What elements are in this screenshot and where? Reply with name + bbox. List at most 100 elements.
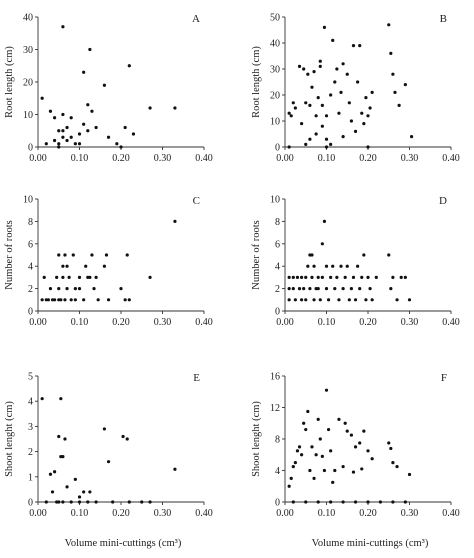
x-axis-label: Volume mini-cuttings (cm³) [312,538,429,549]
y-tick-label: 0 [275,307,280,318]
data-point [287,275,291,279]
data-point [90,253,94,257]
data-point [84,264,88,268]
data-point [324,264,329,268]
data-point [115,142,119,146]
data-point [407,472,412,477]
y-axis-label: Shoot lenght (cm) [4,401,15,477]
data-point [364,96,368,100]
data-point [57,129,61,133]
data-point [308,103,312,107]
data-point [82,70,86,74]
data-point [304,275,308,279]
chart-panel-f: 0 4 8 12 16 0.00 0.10 0.20 0.30 0.40 Shoot lenght … [251,372,460,550]
data-point [61,135,65,139]
data-point [77,495,82,499]
x-tick-label: 0.10 [318,508,336,519]
y-tick-label: 10 [270,195,280,206]
data-point [310,445,314,449]
data-point [391,275,395,279]
data-point [364,298,368,302]
data-point [63,437,67,441]
data-point [337,417,341,421]
panel-label: D [439,195,447,207]
data-point [125,437,129,441]
x-tick-label: 0.20 [112,508,130,519]
y-tick-label: 8 [275,217,280,228]
x-tick-label: 0.20 [359,508,377,519]
data-point [353,129,358,133]
data-point [345,264,349,268]
data-point [297,64,302,68]
data-point [387,23,391,27]
data-point [335,67,339,71]
data-point [341,287,345,291]
y-axis-label-text: Root length [4,68,15,118]
y-tick-label: 6 [275,239,280,250]
data-point [57,145,61,149]
chart-panel-e: 0 1 2 3 4 5 0.00 0.10 0.20 0.30 0.40 Shoot lenght (… [4,372,213,550]
data-point [82,122,86,126]
data-point [409,135,414,139]
data-point [318,298,322,302]
data-point [50,490,55,494]
y-tick-label: 10 [23,110,33,121]
data-point [173,106,177,110]
data-point [329,142,333,146]
data-point [310,275,314,279]
data-point [360,467,364,471]
y-tick-label: 10 [270,117,280,128]
data-point [329,500,333,504]
y-tick-label: 2 [28,447,33,458]
data-point [360,275,364,279]
x-tick-label: 0.40 [195,508,213,519]
data-point [304,500,308,504]
data-point [353,445,358,449]
x-tick-label: 0.10 [318,153,336,164]
data-point [86,129,90,133]
y-tick-label: 30 [23,45,33,56]
data-point [61,500,65,504]
data-point [48,287,53,291]
data-point [358,44,362,48]
y-axis-unit: (cm) [4,401,15,421]
x-tick-label: 0.00 [29,317,47,328]
data-point [389,51,393,56]
x-tick-label: 0.30 [154,508,172,519]
data-point [366,145,370,149]
data-point [61,455,65,459]
data-point [347,101,351,105]
data-point [302,421,306,425]
data-point [407,298,412,302]
data-point [94,125,98,130]
data-point [389,446,393,451]
data-point [339,264,343,268]
y-tick-label: 4 [275,262,280,273]
data-point [349,433,353,437]
data-point [304,298,308,302]
data-point [57,434,61,439]
data-point [57,253,61,257]
y-tick-label: 1 [28,472,33,483]
panel-label: C [193,195,200,207]
data-point [318,64,322,68]
x-tick-label: 0.30 [401,153,419,164]
data-point [287,287,291,291]
data-point [387,253,391,257]
data-point [48,472,53,476]
data-point [343,421,347,425]
y-axis-label: Shoot lenght (cm) [251,401,262,477]
data-point [73,142,77,146]
data-point [324,388,329,392]
x-tick-label: 0.10 [71,153,89,164]
data-point [335,275,339,279]
data-point [370,457,374,461]
data-point [318,59,322,63]
x-tick-label: 0.30 [401,317,419,328]
data-point [94,275,98,279]
data-point [312,298,316,302]
data-point [104,253,109,257]
data-point [127,500,131,504]
data-point [310,253,314,257]
x-tick-label: 0.20 [359,153,377,164]
